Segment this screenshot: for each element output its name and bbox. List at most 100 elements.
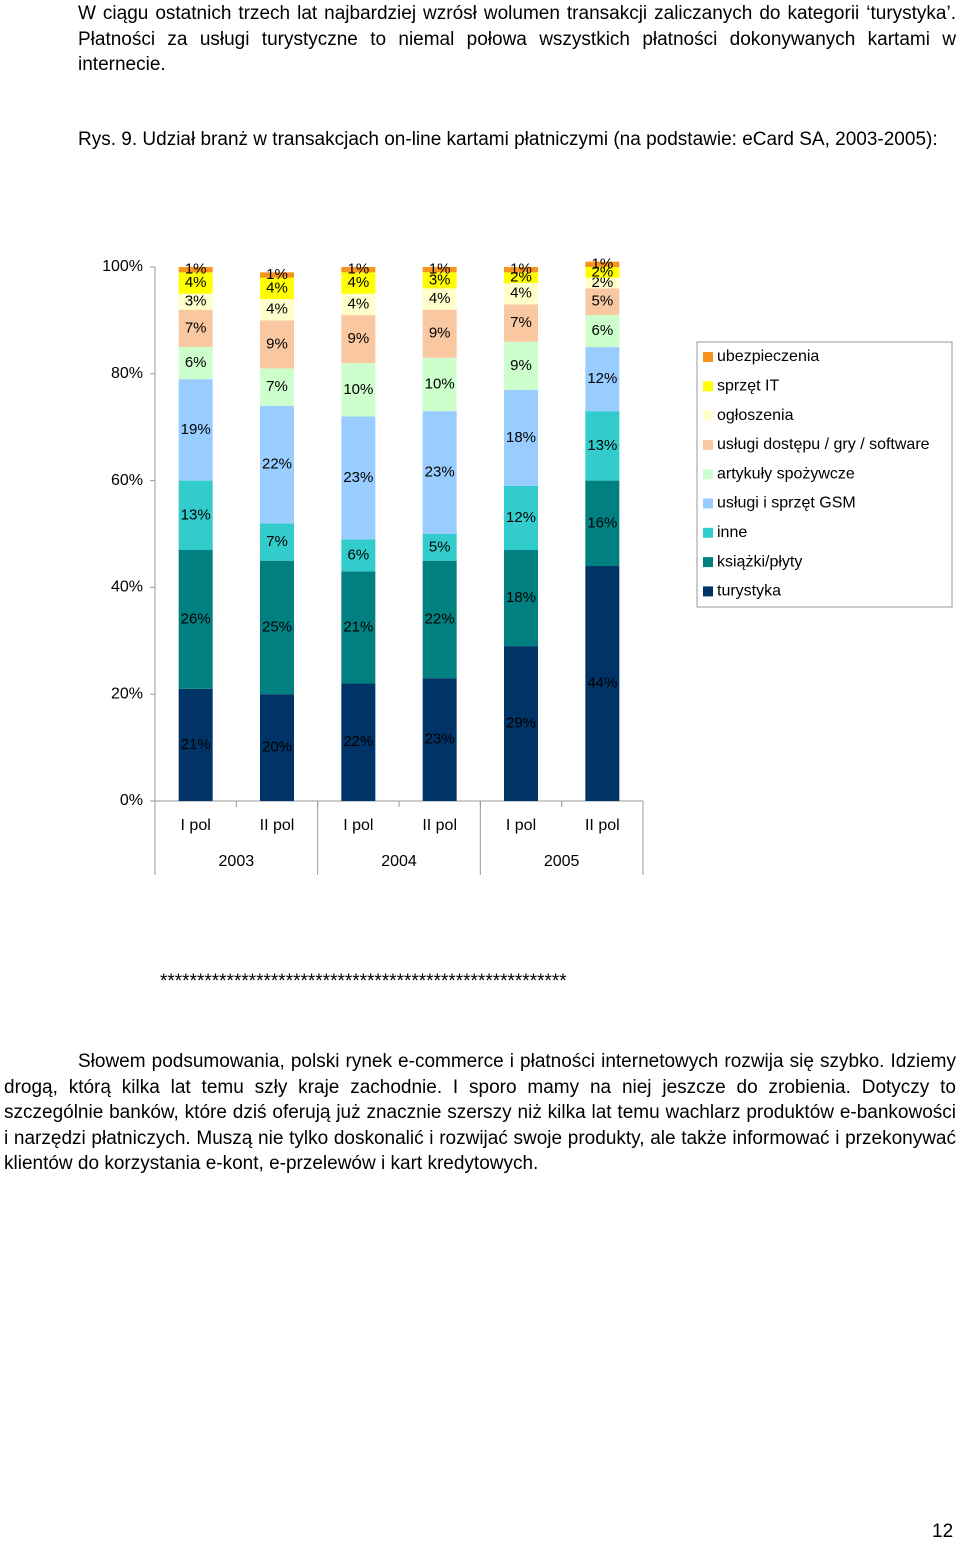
bar-segment: [504, 485, 538, 551]
legend-swatch: [703, 469, 713, 480]
y-tick-label: 60%: [111, 472, 143, 489]
data-label: 12%: [587, 370, 617, 387]
bar-segment: [341, 315, 376, 364]
paragraph: W ciągu ostatnich trzech lat najbardziej…: [78, 3, 956, 75]
bar-segment: [341, 363, 376, 417]
separator: ****************************************…: [160, 971, 567, 992]
bar-segment: [178, 480, 213, 551]
bar-segment: [504, 283, 538, 305]
group-label: 2003: [219, 853, 255, 870]
bar-segment: [504, 267, 538, 273]
data-label: 7%: [510, 314, 532, 331]
bar-segment: [260, 560, 294, 695]
bar-segment: [585, 347, 620, 412]
data-label: 9%: [510, 357, 532, 374]
data-label: 12%: [506, 509, 536, 526]
bar-segment: [504, 341, 538, 390]
data-label: 10%: [343, 381, 373, 398]
legend-label: ubezpieczenia: [717, 348, 819, 365]
legend-swatch: [703, 439, 713, 450]
x-tick-label: I pol: [343, 817, 373, 834]
legend-label: usługi dostępu / gry / software: [717, 436, 930, 453]
data-label: 21%: [343, 618, 373, 635]
data-label: 29%: [506, 715, 536, 732]
legend-label: sprzęt IT: [717, 378, 779, 395]
x-tick-label: I pol: [506, 817, 536, 834]
data-label: 13%: [181, 506, 211, 523]
data-label: 18%: [506, 589, 536, 606]
data-label: 1%: [266, 266, 288, 283]
y-tick-label: 20%: [111, 685, 143, 702]
data-label: 25%: [262, 618, 292, 635]
bar-segment: [178, 688, 213, 801]
data-label: 7%: [266, 533, 288, 550]
bar-segment: [422, 309, 457, 358]
data-label: 3%: [429, 271, 451, 288]
bar-segment: [585, 480, 620, 567]
bar-segment: [504, 389, 538, 486]
bar-segment: [422, 534, 457, 561]
data-label: 4%: [266, 301, 288, 318]
data-label: 4%: [266, 279, 288, 296]
bar-segment: [585, 411, 620, 481]
legend-label: książki/płyty: [717, 553, 802, 570]
y-tick-label: 0%: [120, 792, 143, 809]
data-label: 6%: [591, 322, 613, 339]
bar-segment: [341, 683, 376, 801]
bar-segment: [585, 267, 620, 278]
data-label: 7%: [185, 319, 207, 336]
data-label: 13%: [587, 437, 617, 454]
legend-swatch: [703, 381, 713, 392]
data-label: 23%: [343, 469, 373, 486]
bar-segment: [341, 293, 376, 316]
group-label: 2004: [381, 853, 417, 870]
data-label: 5%: [429, 538, 451, 555]
paragraph: Słowem podsumowania, polski rynek e-comm…: [4, 1051, 956, 1174]
y-tick-label: 80%: [111, 365, 143, 382]
bar-segment: [178, 267, 213, 273]
figure-caption: Rys. 9. Udział branż w transakcjach on-l…: [78, 129, 938, 150]
data-label: 26%: [181, 610, 211, 627]
data-label: 1%: [185, 261, 207, 278]
data-label: 2%: [591, 274, 613, 291]
data-label: 6%: [347, 546, 369, 563]
bar-segment: [504, 272, 538, 284]
data-label: 3%: [185, 293, 207, 310]
x-tick-label: II pol: [585, 817, 620, 834]
data-label: 16%: [587, 514, 617, 531]
page-number: 12: [932, 1521, 954, 1542]
bar-segment: [585, 288, 620, 316]
data-label: 1%: [347, 261, 369, 278]
data-label: 6%: [185, 354, 207, 371]
bar-segment: [341, 539, 376, 572]
bar-segment: [260, 320, 294, 369]
data-label: 21%: [181, 736, 211, 753]
data-label: 22%: [425, 610, 455, 627]
bar-segment: [260, 277, 294, 300]
data-label: 18%: [506, 429, 536, 446]
bar-segment: [178, 379, 213, 481]
x-tick-label: I pol: [181, 817, 211, 834]
bar-segment: [585, 261, 620, 267]
data-label: 9%: [266, 335, 288, 352]
bar-segment: [341, 272, 376, 294]
bar-segment: [341, 571, 376, 684]
bar-segment: [422, 678, 457, 801]
data-label: 7%: [266, 378, 288, 395]
bar-segment: [341, 267, 376, 273]
chart: 0% 20% 40% 60% 80% 100% I pol II pol I pol II pol…: [102, 255, 953, 875]
bar-segment: [585, 315, 620, 348]
data-label: 20%: [262, 739, 292, 756]
legend-swatch: [703, 527, 713, 538]
data-label: 4%: [347, 295, 369, 312]
data-label: 44%: [587, 674, 617, 691]
data-label: 2%: [591, 263, 613, 280]
bar-segment: [178, 347, 213, 380]
bar-segment: [260, 694, 294, 801]
bar-segment: [422, 560, 457, 679]
bar-segment: [422, 357, 457, 412]
data-label: 4%: [185, 274, 207, 291]
data-label: 22%: [262, 456, 292, 473]
data-label: 1%: [510, 261, 532, 278]
